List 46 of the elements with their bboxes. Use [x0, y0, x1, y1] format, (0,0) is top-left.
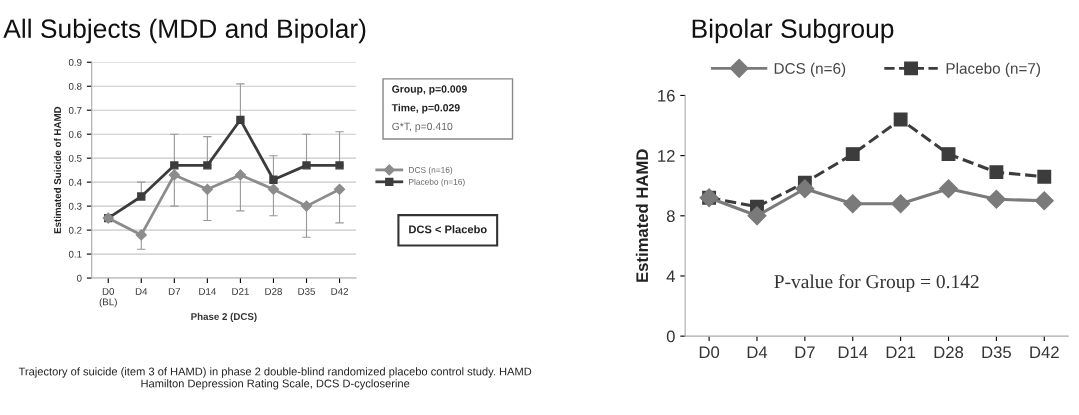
y-tick-label: 0.7 [68, 106, 82, 114]
x-tick-label: D7 [795, 346, 815, 358]
x-tick-label: D21 [232, 288, 249, 295]
y-tick-label: 0.3 [68, 202, 82, 210]
legend-label: DCS (n=6) [774, 62, 846, 77]
x-axis-title: Phase 2 (DCS) [191, 312, 257, 322]
x-tick-label: D42 [331, 288, 348, 295]
x-tick-label: D7 [168, 288, 181, 295]
x-tick-label: D14 [199, 288, 216, 295]
y-tick-label: 4 [666, 270, 675, 283]
y-tick-label: 8 [666, 210, 675, 222]
y-tick-label: 0.1 [68, 250, 82, 258]
y-tick-label: 0.4 [68, 178, 82, 186]
text: Trajectory of suicide (item 3 of HAMD) in phase 2 double-blind randomized placebo control study. HAMD Hamilton Depression Rating Scale, DCS D-cycloserine [18, 367, 532, 390]
chart-title: Bipolar Subgroup [692, 18, 894, 44]
x-tick-label: D0 [699, 346, 720, 359]
x-tick-label: D4 [747, 346, 768, 358]
x-tick-label: D35 [982, 346, 1011, 359]
y-tick-label: 12 [658, 150, 675, 162]
x-tick-label: D14 [838, 346, 868, 358]
legend-label: DCS (n=16) [409, 166, 453, 175]
y-tick-label: 0.9 [68, 58, 82, 66]
x-tick-label: D28 [265, 288, 282, 295]
annotation: P-value for Group = 0.142 [774, 274, 979, 293]
chart-title: All Subjects (MDD and Bipolar) [3, 18, 366, 44]
x-tick-label: D42 [1030, 346, 1059, 358]
x-tick-label: D4 [135, 288, 148, 295]
y-tick-label: 0.6 [68, 130, 82, 138]
x-tick-label: D0 (BL) [99, 288, 117, 308]
legend-label: Placebo (n=16) [409, 178, 465, 187]
text: G*T, p=0.410 [392, 122, 453, 133]
text: DCS < Placebo [409, 225, 487, 234]
y-axis-title: Estimated HAMD [635, 149, 649, 282]
legend-label: Placebo (n=7) [946, 62, 1041, 77]
x-tick-label: D35 [298, 288, 316, 295]
y-axis-title: Estimated Suicide of HAMD [53, 106, 61, 234]
y-tick-label: 0.8 [68, 82, 82, 90]
x-tick-label: D21 [886, 346, 916, 358]
y-tick-label: 0.2 [68, 226, 82, 234]
text: Group, p=0.009 [392, 85, 467, 95]
text: Time, p=0.029 [391, 103, 460, 114]
y-tick-label: 16 [658, 89, 675, 102]
y-tick-label: 0 [76, 274, 82, 282]
y-tick-label: 0 [666, 330, 675, 343]
x-tick-label: D28 [934, 346, 964, 359]
y-tick-label: 0.5 [68, 154, 82, 162]
